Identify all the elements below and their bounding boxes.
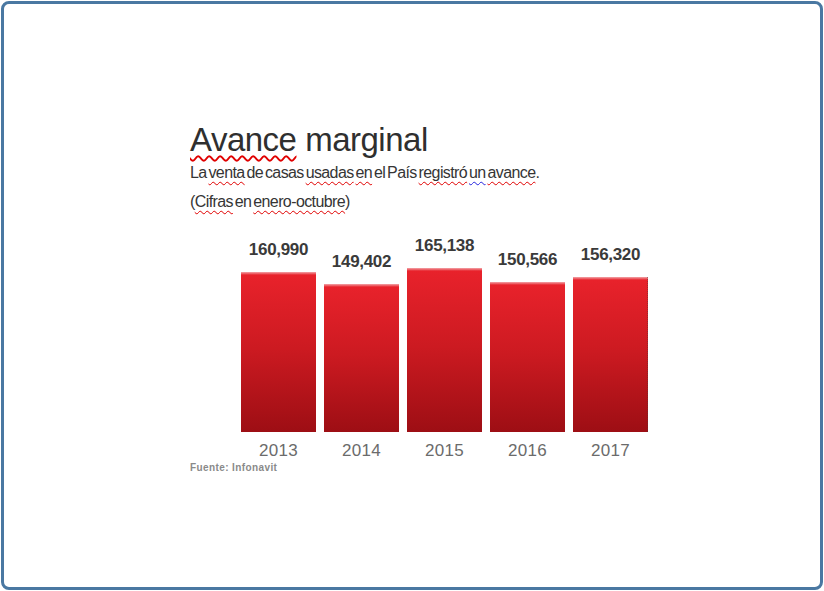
bar-value-label: 149,402	[332, 252, 391, 272]
bar-2017	[573, 277, 648, 432]
x-axis-label: 2014	[342, 441, 381, 461]
document-page: Avance marginal La venta de casas usadas…	[1, 1, 823, 590]
subtitle-word-misspelled: registró	[419, 164, 468, 181]
bar-2016	[490, 282, 565, 432]
bar-slot: 156,3202017	[573, 268, 648, 432]
subtitle-word: La	[190, 164, 207, 181]
chart-subtitle: La venta de casas usadas en el País regi…	[190, 164, 539, 182]
x-axis-label: 2017	[591, 441, 630, 461]
subtitle-word-misspelled: en	[355, 164, 372, 181]
x-axis-label: 2013	[259, 441, 298, 461]
note-word: en	[235, 193, 252, 210]
subtitle-word: casas	[265, 164, 304, 181]
bar-2015	[407, 268, 482, 432]
x-axis-label: 2015	[425, 441, 464, 461]
bar-value-label: 156,320	[581, 245, 640, 265]
bar-slot: 160,9902013	[241, 268, 316, 432]
subtitle-word: País	[387, 164, 417, 181]
bar-value-label: 150,566	[498, 250, 557, 270]
subtitle-period: .	[535, 164, 539, 181]
x-axis-label: 2016	[508, 441, 547, 461]
title-word-misspelled: Avance	[190, 121, 296, 158]
note-word-misspelled: enero-octubre	[253, 193, 345, 210]
bar-slot: 150,5662016	[490, 268, 565, 432]
source-text: Fuente: Infonavit	[190, 462, 277, 473]
subtitle-word: el	[374, 164, 385, 181]
bar-2014	[324, 284, 399, 432]
title-word: marginal	[305, 121, 428, 158]
bar-chart: 160,9902013149,4022014165,1382015150,566…	[241, 268, 648, 432]
subtitle-word-misspelled: venta	[208, 164, 244, 181]
bar-value-label: 165,138	[415, 236, 474, 256]
subtitle-word-misspelled: avance	[487, 164, 535, 181]
chart-note: (Cifras en enero-octubre)	[190, 193, 350, 211]
note-paren: )	[345, 193, 350, 210]
subtitle-word-grammar: un	[469, 164, 486, 181]
bar-2013	[241, 272, 316, 432]
note-word-misspelled: Cifras	[195, 193, 233, 210]
bar-slot: 149,4022014	[324, 268, 399, 432]
subtitle-word-misspelled: usadas	[306, 164, 354, 181]
bar-slot: 165,1382015	[407, 268, 482, 432]
bar-value-label: 160,990	[249, 240, 308, 260]
chart-title: Avance marginal	[190, 121, 428, 159]
subtitle-word: de	[246, 164, 263, 181]
